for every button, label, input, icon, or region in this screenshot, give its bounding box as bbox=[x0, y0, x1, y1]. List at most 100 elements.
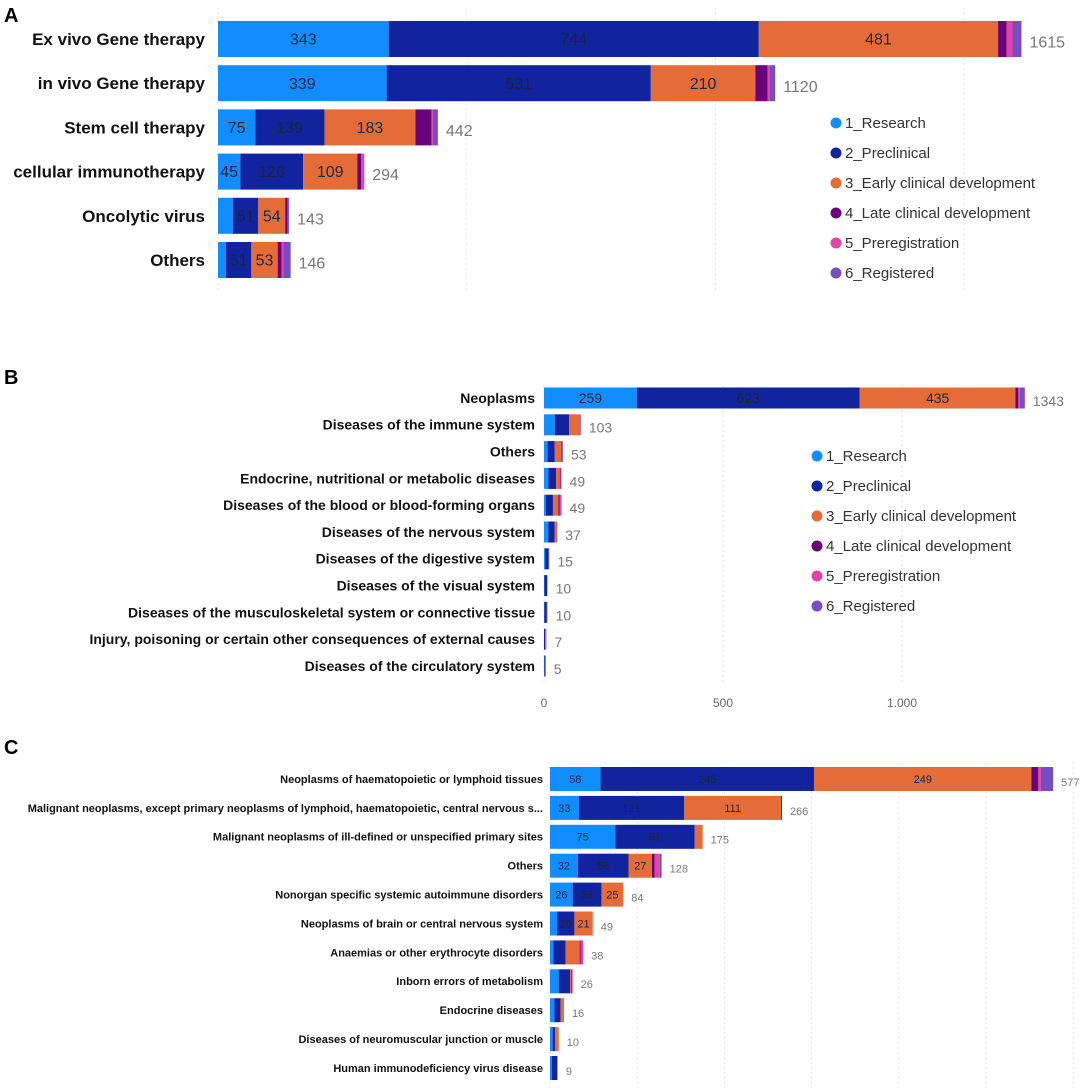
panel-c-category-label: Others bbox=[508, 861, 543, 873]
panel-b-legend-marker bbox=[811, 450, 823, 462]
panel-c-bar-segment bbox=[654, 853, 660, 878]
panel-b-legend-label: 3_Early clinical development bbox=[826, 508, 1017, 525]
panel-b-bar-segment bbox=[559, 467, 561, 489]
panel-c-category-label: Neoplasms of brain or central nervous sy… bbox=[301, 918, 543, 930]
panel-a-bar-segment bbox=[432, 109, 438, 146]
panel-a-legend-marker bbox=[830, 267, 842, 279]
panel-c-total-label: 128 bbox=[670, 864, 688, 876]
panel-a-category-label: Others bbox=[150, 251, 205, 270]
panel-a-total-label: 1615 bbox=[1029, 35, 1065, 52]
panel-c-bar-segment bbox=[1038, 767, 1041, 791]
panel-b-total-label: 10 bbox=[556, 581, 572, 597]
panel-c-segment-label: 58 bbox=[597, 861, 609, 873]
panel-c-segment-label: 20 bbox=[560, 918, 572, 930]
panel-a-legend-marker bbox=[830, 177, 842, 189]
panel-b-segment-label: 259 bbox=[579, 390, 603, 406]
panel-a-legend-label: 2_Preclinical bbox=[845, 145, 930, 162]
panel-c-bar-segment bbox=[659, 853, 662, 878]
panel-a-segment-label: 53 bbox=[256, 253, 274, 270]
panel-a-legend-label: 3_Early clinical development bbox=[845, 175, 1036, 192]
panel-c-bar-segment bbox=[1040, 767, 1054, 791]
panel-b-bar-segment bbox=[859, 387, 1016, 409]
panel-a-bar-segment bbox=[755, 65, 768, 102]
panel-a-segment-label: 126 bbox=[258, 164, 285, 181]
panel-b-category-label: Diseases of the nervous system bbox=[322, 524, 535, 540]
panel-c-category-label: Malignant neoplasms of ill-defined or un… bbox=[213, 832, 543, 844]
panel-a-segment-label: 109 bbox=[317, 164, 344, 181]
panel-c-bar-segment bbox=[572, 882, 602, 907]
panel-a-legend-label: 4_Late clinical development bbox=[845, 205, 1031, 222]
panel-c-total-label: 49 bbox=[601, 921, 613, 933]
panel-a-bar-segment bbox=[415, 109, 432, 146]
panel-b-bar-segment bbox=[544, 414, 555, 436]
panel-b-total-label: 37 bbox=[565, 527, 581, 543]
panel-c-bar-segment bbox=[571, 969, 573, 994]
panel-a-bar-segment bbox=[277, 242, 282, 278]
panel-c-chart: Neoplasms of haematopoietic or lymphoid … bbox=[28, 762, 1080, 1088]
panel-b-x-tick-label: 1.000 bbox=[887, 696, 917, 710]
panel-a-segment-label: 343 bbox=[290, 32, 317, 49]
panel-b-category-label: Others bbox=[490, 444, 535, 460]
panel-a-segment-label: 51 bbox=[230, 253, 248, 270]
panel-b-legend-marker bbox=[811, 480, 823, 492]
panel-b-bar-segment bbox=[636, 387, 860, 409]
panel-b-total-label: 103 bbox=[589, 420, 613, 436]
panel-a-segment-label: 139 bbox=[277, 120, 304, 137]
panel-b-category-label: Diseases of the digestive system bbox=[316, 551, 535, 567]
panel-c-bar-segment bbox=[628, 853, 653, 878]
panel-a-category-label: in vivo Gene therapy bbox=[38, 74, 206, 93]
panel-c-bar-segment bbox=[550, 911, 557, 936]
panel-c-segment-label: 33 bbox=[558, 803, 570, 815]
panel-a-bar-segment bbox=[218, 153, 241, 190]
panel-b-bar-segment bbox=[556, 467, 560, 489]
panel-c-bar-segment bbox=[550, 767, 601, 791]
panel-c-bar-segment bbox=[577, 853, 629, 878]
panel-c-total-label: 84 bbox=[631, 892, 643, 904]
panel-b-legend-marker bbox=[811, 540, 823, 552]
panel-b-category-label: Injury, poisoning or certain other conse… bbox=[89, 631, 535, 647]
panel-b-category-label: Diseases of the visual system bbox=[337, 578, 535, 594]
panel-b-legend-marker bbox=[811, 570, 823, 582]
panel-b-bar-segment bbox=[554, 521, 557, 543]
panel-c-bar-segment bbox=[550, 1056, 552, 1080]
panel-b-bar-segment bbox=[544, 467, 549, 489]
panel-a-bar-segment bbox=[386, 65, 651, 102]
panel-b-bar-segment bbox=[544, 601, 547, 623]
panel-b-bar-segment bbox=[544, 441, 548, 463]
panel-c-bar-segment bbox=[550, 795, 579, 820]
panel-b-category-label: Diseases of the circulatory system bbox=[305, 658, 535, 674]
panel-b-bar-segment bbox=[554, 414, 570, 436]
panel-c-segment-label: 26 bbox=[555, 889, 567, 901]
panel-b-bar-segment bbox=[545, 548, 549, 570]
panel-b-bar-segment bbox=[544, 575, 548, 597]
panel-c-bar-segment bbox=[550, 853, 578, 878]
panel-a-bar-segment bbox=[218, 197, 233, 234]
panel-a-bar-segment bbox=[998, 21, 1007, 57]
panel-a-segment-label: 75 bbox=[228, 120, 246, 137]
panel-a-bar-segment bbox=[431, 109, 433, 146]
panel-a-chart: Ex vivo Gene therapy 343 744 481 1615 in vivo… bbox=[13, 8, 1065, 290]
panel-c-bar-segment bbox=[550, 1027, 553, 1052]
panel-a-bar-segment bbox=[218, 21, 389, 57]
panel-c-bar-segment bbox=[570, 969, 572, 994]
panel-a-total-label: 442 bbox=[446, 123, 473, 140]
panel-b-bar-segment bbox=[545, 628, 547, 650]
panel-b-x-tick-label: 500 bbox=[713, 696, 733, 710]
panel-a-segment-label: 45 bbox=[220, 164, 238, 181]
panel-a-bar-segment bbox=[240, 153, 304, 190]
panel-a-category-label: Oncolytic virus bbox=[82, 207, 205, 226]
panel-b-segment-label: 623 bbox=[737, 390, 761, 406]
panel-c-category-label: Nonorgan specific systemic autoimmune di… bbox=[275, 889, 543, 901]
panel-b-bar-segment bbox=[544, 387, 637, 409]
panel-c-segment-label: 75 bbox=[577, 832, 589, 844]
panel-letter-c: C bbox=[4, 737, 18, 759]
panel-c-category-label: Malignant neoplasms, except primary neop… bbox=[28, 803, 543, 815]
panel-letter-b: B bbox=[4, 367, 18, 389]
panel-b-total-label: 49 bbox=[570, 473, 586, 489]
panel-c-bar-segment bbox=[552, 1027, 556, 1052]
panel-c-bar-segment bbox=[550, 969, 559, 994]
panel-a-bar-segment bbox=[1006, 21, 1013, 57]
panel-c-bar-segment bbox=[550, 824, 616, 849]
panel-c-total-label: 38 bbox=[591, 950, 603, 962]
panel-b-legend-label: 5_Preregistration bbox=[826, 568, 940, 585]
